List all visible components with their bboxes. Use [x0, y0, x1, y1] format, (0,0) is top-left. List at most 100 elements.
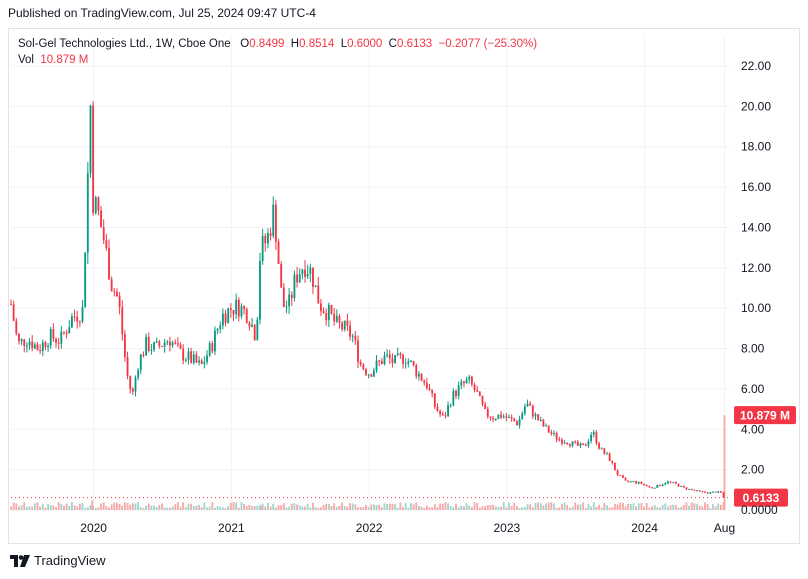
volume-bar [523, 506, 526, 510]
candle-body [296, 274, 299, 283]
candle-body [163, 342, 166, 347]
volume-bar [267, 502, 269, 510]
volume-bar [137, 502, 140, 510]
volume-bar [248, 504, 251, 510]
candle-body [489, 416, 492, 418]
candle-body [277, 241, 280, 264]
candle-body [563, 442, 566, 444]
x-axis: 2020 2021 2022 2023 2024 Aug [80, 521, 735, 535]
candle-body [386, 354, 389, 356]
candle-body [608, 453, 611, 461]
volume-bar [166, 507, 169, 510]
candle-body [137, 370, 140, 378]
candle-body [182, 348, 185, 361]
candle-body [526, 403, 529, 407]
candle-body [110, 279, 113, 292]
candle-body [131, 388, 134, 392]
volume-bar [78, 503, 81, 510]
candle-body [611, 460, 614, 463]
last-volume-badge [734, 406, 796, 425]
candle-body [664, 483, 667, 485]
candle-body [269, 233, 272, 236]
candle-body [582, 443, 585, 446]
volume-bar [423, 507, 426, 510]
candle-body [248, 322, 251, 327]
candle-body [290, 294, 293, 299]
volume-bar [243, 503, 246, 510]
candle-body [55, 338, 57, 343]
volume-bar [354, 504, 357, 510]
candle-body [179, 344, 182, 349]
volume-bar [174, 504, 177, 510]
volume-bar [47, 504, 50, 510]
candle-body [712, 491, 714, 493]
volume-bar [712, 504, 714, 510]
candle-body [256, 319, 259, 340]
volume-bar [574, 502, 577, 510]
volume-bar [624, 506, 627, 510]
volume-bar [439, 503, 442, 510]
volume-bar [558, 507, 561, 510]
volume-bar [653, 504, 656, 510]
volume-bar [664, 503, 667, 510]
volume-value: 10.879 M [40, 54, 89, 66]
y-tick-label: 16.00 [741, 180, 771, 194]
candle-body [261, 235, 264, 262]
volume-bar [550, 502, 553, 510]
volume-bar [478, 507, 481, 510]
legend-symbol[interactable]: Sol-Gel Technologies Ltd., 1W, Cboe One [18, 38, 231, 50]
volume-bar [333, 503, 336, 510]
volume-bar [131, 503, 134, 510]
volume-bar [253, 506, 256, 510]
volume-bar [123, 502, 126, 510]
volume-spike-bar [260, 506, 263, 510]
low-value: 0.6000 [347, 38, 383, 50]
volume-bar [12, 502, 15, 510]
volume-label[interactable]: Vol [18, 54, 34, 66]
volume-bar [322, 505, 325, 510]
candle-body [648, 486, 651, 488]
candle-body [174, 342, 177, 344]
volume-bar [719, 504, 722, 510]
candle-body [614, 462, 616, 471]
volume-bar [20, 505, 23, 510]
candle-body [184, 359, 187, 361]
candle-body [76, 316, 79, 322]
candle-body [439, 411, 442, 415]
y-tick-label: 12.00 [741, 261, 771, 275]
candle-body [351, 335, 354, 337]
candle-body [568, 444, 571, 446]
candle-body [460, 381, 463, 386]
volume-bar [619, 502, 622, 510]
candle-body [25, 345, 28, 347]
candle-body [388, 354, 391, 359]
candle-body [587, 441, 590, 446]
candle-body [592, 432, 595, 435]
volume-spike-bar [91, 500, 94, 510]
candle-body [81, 307, 84, 322]
volume-bar [415, 502, 418, 510]
y-axis: 22.00 20.00 18.00 16.00 14.00 12.00 10.00 8.00 6… [741, 59, 778, 517]
volume-bar [637, 503, 640, 510]
candle-body [187, 351, 190, 360]
price-chart[interactable]: 0.6133 10.879 M 22.00 20.00 18.00 16.00 14.00… [8, 28, 800, 544]
candle-body [632, 481, 635, 483]
volume-bar [312, 502, 314, 510]
y-tick-label: 2.00 [741, 463, 765, 477]
volume-bar [481, 506, 484, 510]
candle-body [680, 485, 683, 487]
volume-bar [706, 504, 709, 510]
candle-body [343, 320, 346, 330]
candle-body [169, 341, 171, 346]
candle-body [150, 349, 153, 351]
volume-bar [147, 503, 150, 510]
candle-body [319, 303, 322, 312]
candle-body [505, 416, 508, 418]
candle-body [502, 416, 505, 418]
volume-bar [296, 504, 299, 510]
volume-bar [203, 502, 206, 510]
candle-body [394, 354, 397, 364]
volume-bar [690, 502, 693, 510]
y-tick-label: 6.00 [741, 382, 765, 396]
footer-branding[interactable]: TradingView [10, 553, 106, 568]
